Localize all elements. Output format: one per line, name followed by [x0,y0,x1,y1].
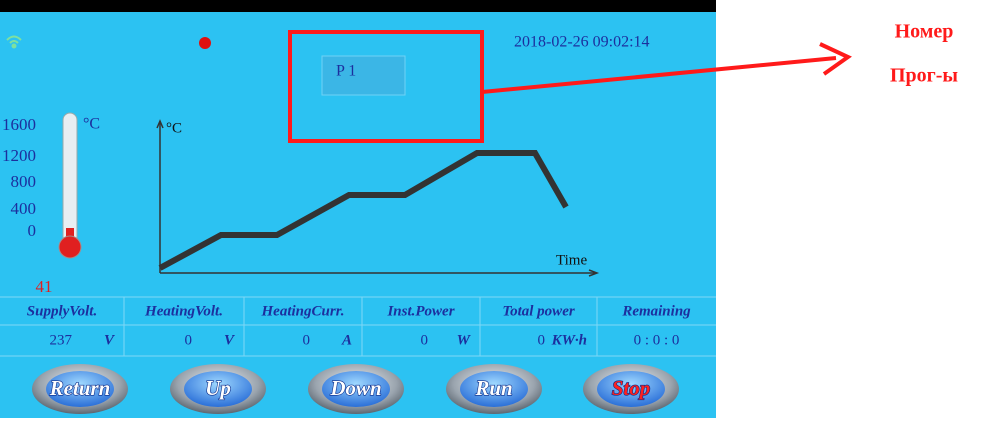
button-label: Down [329,376,381,400]
column-header: Inst.Power [386,303,454,319]
thermo-unit: °C [83,116,100,133]
cell-value: 0 [303,332,311,348]
cell-unit: V [224,332,236,348]
wifi-icon [6,35,22,49]
arrow-head [819,42,852,76]
arrow-line [481,56,837,94]
thermometer-bulb [58,235,82,259]
program: P 1 [336,63,356,80]
cell-value: 0 [538,332,546,348]
column-header: Remaining [621,303,691,319]
highlight-frame [288,30,484,143]
cell-value: 0 [421,332,429,348]
program-box [321,55,406,96]
y-axis-label: °C [166,120,182,136]
cell-value: 237 [50,332,73,348]
column-header: HeatingVolt. [144,303,223,319]
profile-line [158,150,569,271]
axes [156,119,600,277]
button-core [597,371,665,407]
button[interactable]: Return [32,364,128,414]
cell-value: 0 [185,332,193,348]
column-header: HeatingCurr. [261,303,345,319]
column-header: SupplyVolt. [27,303,97,319]
top-bar [0,0,716,12]
button-label: Return [49,376,111,400]
button-core [460,371,528,407]
button-label: Run [474,376,512,400]
scale-label: 0 [28,221,37,240]
x-axis-label: Time [556,252,587,268]
scale-label: 1600 [2,115,36,134]
date: 2018-02-26 09:02:14 [514,34,650,51]
button[interactable]: Run [446,364,542,414]
annotation-line: Номер [895,21,954,43]
cell-unit: V [104,332,116,348]
button[interactable]: Up [170,364,266,414]
button[interactable]: Stop [583,364,679,414]
scale-label: 1200 [2,146,36,165]
button-label: Stop [612,376,651,400]
column-header: Total power [502,303,575,319]
thermometer-tube [62,112,78,248]
cell-unit: A [341,332,352,348]
button-core [46,371,114,407]
scale-label: 400 [11,199,37,218]
status-dot [199,37,211,49]
scale-label: 800 [11,172,37,191]
annotation-line: Прог-ы [890,65,958,87]
button-core [322,371,390,407]
button[interactable]: Down [308,364,404,414]
cell-unit: KW·h [551,332,587,348]
cell-value: 0 : 0 : 0 [634,332,680,348]
temperature: 41 [36,277,53,296]
cell-unit: W [457,332,472,348]
button-label: Up [205,376,231,400]
button-core [184,371,252,407]
